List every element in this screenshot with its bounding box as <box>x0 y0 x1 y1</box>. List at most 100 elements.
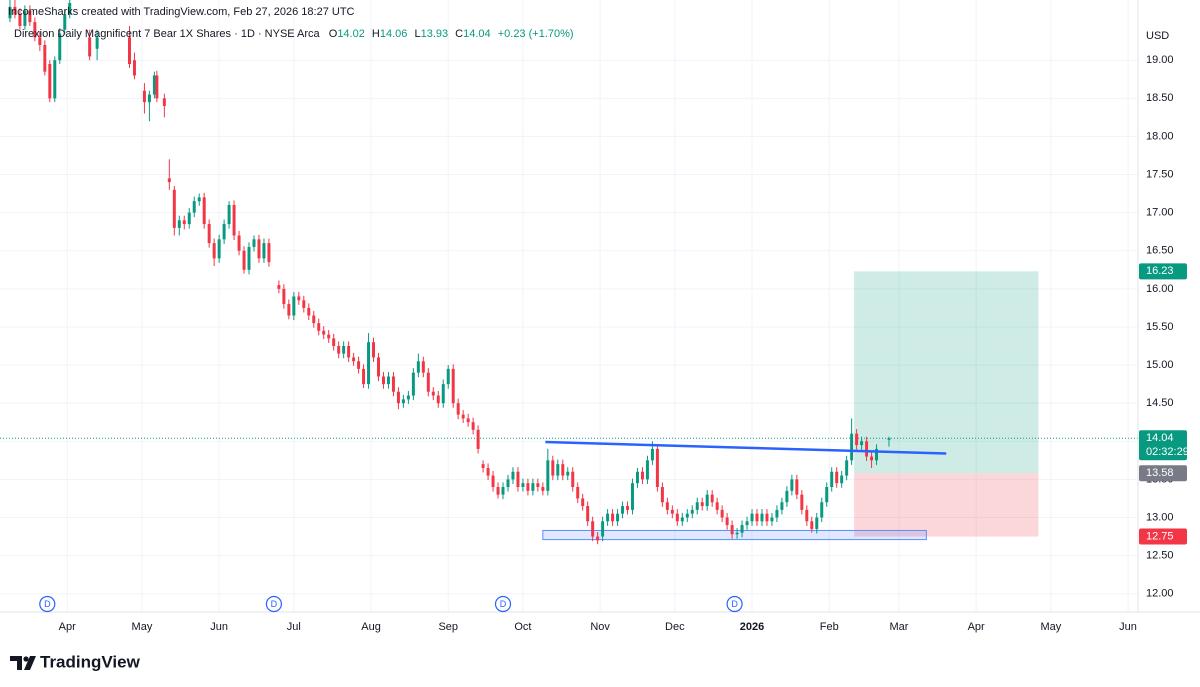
candle-body <box>352 357 356 362</box>
candle-body <box>88 37 92 57</box>
candle-body <box>155 75 159 99</box>
logo-icon <box>23 656 29 662</box>
candle-body <box>596 536 600 541</box>
candle-body <box>810 521 814 529</box>
candle-body <box>177 220 181 228</box>
candle-body <box>775 509 779 518</box>
dividend-label: D <box>731 599 738 609</box>
candle-body <box>740 525 744 533</box>
candle-body <box>601 521 605 537</box>
x-tick-label: May <box>132 621 153 633</box>
candle-body <box>685 513 689 518</box>
dividend-label: D <box>500 599 507 609</box>
candle-body <box>192 201 196 213</box>
candle-body <box>372 342 376 358</box>
candle-body <box>391 376 395 392</box>
candle-body <box>337 346 341 354</box>
candle-body <box>611 513 615 522</box>
y-tick-label: 17.50 <box>1146 168 1174 180</box>
candle-body <box>690 509 694 514</box>
candle-body <box>695 502 699 510</box>
price-badge-label: 12.75 <box>1146 530 1174 542</box>
candle-body <box>386 376 390 385</box>
candle-body <box>367 342 371 385</box>
legend-label: O <box>329 28 338 40</box>
candle-body <box>357 361 361 369</box>
candle-body <box>302 300 306 308</box>
candle-body <box>53 60 57 99</box>
candle-body <box>541 487 545 491</box>
candle-body <box>38 37 42 45</box>
candle-body <box>332 338 336 347</box>
candle-body <box>850 433 854 461</box>
x-tick-label: Jun <box>210 621 228 633</box>
candle-body <box>705 494 709 507</box>
candle-body <box>292 296 296 316</box>
x-tick-label: 2026 <box>740 621 764 633</box>
symbol: Direxion Daily Magnificent 7 Bear 1X Sha… <box>14 28 321 40</box>
candle-body <box>282 288 286 305</box>
candle-body <box>142 90 146 103</box>
candle-body <box>347 346 351 358</box>
candle-body <box>451 368 455 404</box>
candle-body <box>471 422 475 430</box>
candle-body <box>750 513 754 522</box>
price-badge-label: 16.23 <box>1146 265 1174 277</box>
candle-body <box>421 361 425 373</box>
candle-body <box>561 464 565 476</box>
candle-body <box>426 372 430 392</box>
x-tick-label: Feb <box>820 621 839 633</box>
logo-icon <box>24 656 36 670</box>
y-tick-label: 16.00 <box>1146 283 1174 295</box>
candle-body <box>665 502 669 510</box>
candle-body <box>317 323 321 331</box>
candle-body <box>262 243 266 259</box>
legend-label: L <box>414 28 420 40</box>
candle-body <box>267 243 271 263</box>
candle-body <box>830 471 834 488</box>
dividend-marker <box>265 595 283 613</box>
y-tick-label: 17.00 <box>1146 207 1174 219</box>
candle-body <box>591 521 595 537</box>
candle-body <box>860 441 864 446</box>
candle-body <box>252 239 256 247</box>
legend-label: H <box>372 28 380 40</box>
header: IncomeSharks created with TradingView.co… <box>8 6 355 18</box>
y-tick-label: 12.50 <box>1146 550 1174 562</box>
price-badge-label: 14.04 <box>1146 432 1174 444</box>
logo-icon <box>10 656 22 670</box>
candle-body <box>312 315 316 324</box>
y-tick-label: 15.50 <box>1146 321 1174 333</box>
candle-body <box>381 376 385 385</box>
countdown: 02:32:29 <box>1146 446 1189 458</box>
candle-body <box>780 502 784 510</box>
candle-body <box>870 456 874 461</box>
candle-body <box>631 483 634 510</box>
price-badge <box>1139 263 1187 280</box>
y-tick-label: 19.00 <box>1146 54 1174 66</box>
x-tick-label: May <box>1040 621 1061 633</box>
x-tick-label: Jun <box>1119 621 1137 633</box>
candle-body <box>307 307 311 316</box>
candle-body <box>556 464 560 476</box>
y-tick-label: 15.00 <box>1146 359 1174 371</box>
candle-body <box>531 483 535 491</box>
candle-body <box>416 361 420 373</box>
candle-body <box>586 506 590 522</box>
candle-body <box>735 532 739 535</box>
candle-body <box>257 239 261 259</box>
candle-body <box>18 14 22 26</box>
candle-body <box>526 483 530 491</box>
candle-body <box>441 384 445 404</box>
trendline <box>545 440 947 455</box>
candle-body <box>805 509 809 522</box>
candle-body <box>566 471 570 476</box>
x-tick-label: Apr <box>968 621 985 633</box>
candle-body <box>172 189 176 228</box>
candle-body <box>23 10 27 26</box>
candle-body <box>675 513 679 522</box>
x-tick-label: Nov <box>590 621 610 633</box>
candle-body <box>217 239 221 259</box>
candle-body <box>655 448 659 488</box>
